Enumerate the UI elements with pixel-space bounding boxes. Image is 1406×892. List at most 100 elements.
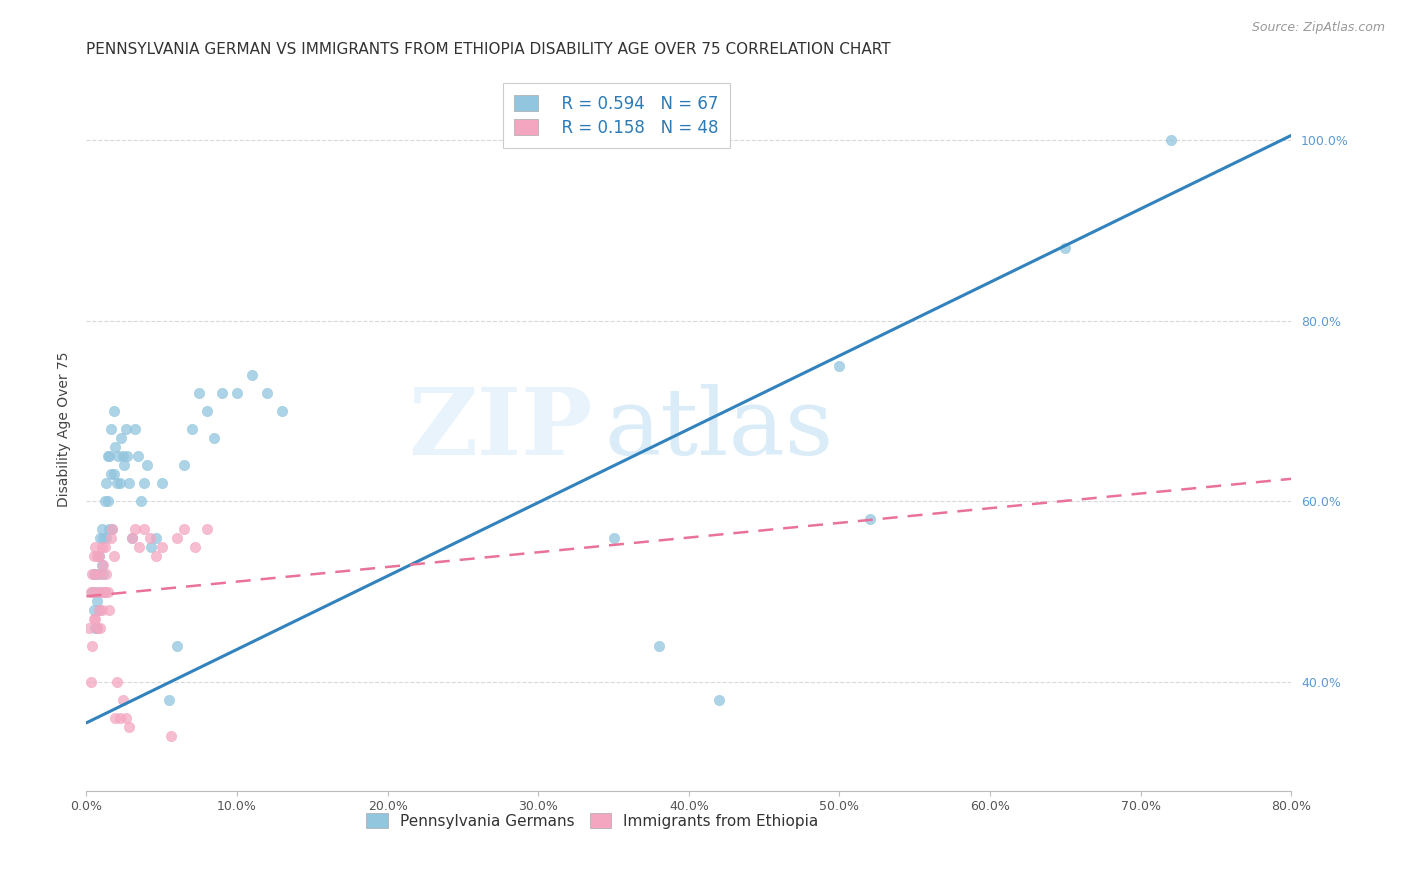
Point: [159, 730, 181, 744]
Point: [132, 476, 155, 491]
Point: [188, 386, 211, 401]
Point: [828, 359, 851, 373]
Point: [108, 711, 131, 725]
Point: [112, 458, 135, 473]
Point: [94, 566, 117, 581]
Point: [124, 522, 146, 536]
Point: [90, 540, 112, 554]
Point: [166, 639, 188, 653]
Point: [87, 549, 110, 563]
Point: [180, 422, 202, 436]
Point: [83, 566, 105, 581]
Point: [101, 522, 124, 536]
Point: [195, 404, 218, 418]
Point: [150, 476, 173, 491]
Point: [91, 566, 114, 581]
Point: [173, 522, 195, 536]
Point: [107, 449, 129, 463]
Point: [127, 449, 149, 463]
Point: [138, 531, 160, 545]
Point: [83, 603, 105, 617]
Point: [86, 566, 108, 581]
Point: [105, 675, 128, 690]
Text: PENNSYLVANIA GERMAN VS IMMIGRANTS FROM ETHIOPIA DISABILITY AGE OVER 75 CORRELATI: PENNSYLVANIA GERMAN VS IMMIGRANTS FROM E…: [86, 42, 891, 57]
Point: [108, 476, 131, 491]
Point: [104, 440, 127, 454]
Point: [110, 431, 132, 445]
Point: [129, 494, 152, 508]
Point: [80, 584, 103, 599]
Point: [271, 404, 294, 418]
Y-axis label: Disability Age Over 75: Disability Age Over 75: [58, 351, 72, 507]
Point: [111, 449, 134, 463]
Point: [103, 549, 125, 563]
Point: [93, 584, 115, 599]
Point: [100, 467, 122, 482]
Point: [94, 476, 117, 491]
Point: [93, 540, 115, 554]
Point: [204, 431, 226, 445]
Point: [86, 621, 108, 635]
Point: [115, 449, 138, 463]
Point: [90, 558, 112, 572]
Point: [111, 693, 134, 707]
Text: atlas: atlas: [605, 384, 834, 475]
Point: [83, 549, 105, 563]
Point: [141, 540, 163, 554]
Point: [89, 566, 111, 581]
Text: ZIP: ZIP: [408, 384, 592, 475]
Point: [166, 531, 188, 545]
Point: [145, 549, 167, 563]
Point: [226, 386, 249, 401]
Point: [121, 531, 143, 545]
Point: [1160, 133, 1182, 147]
Point: [103, 404, 125, 418]
Point: [211, 386, 233, 401]
Point: [173, 458, 195, 473]
Point: [98, 603, 121, 617]
Point: [103, 467, 125, 482]
Point: [135, 458, 157, 473]
Point: [86, 594, 108, 608]
Point: [858, 512, 880, 526]
Point: [91, 558, 114, 572]
Point: [707, 693, 730, 707]
Point: [80, 675, 103, 690]
Text: Source: ZipAtlas.com: Source: ZipAtlas.com: [1251, 21, 1385, 34]
Point: [256, 386, 278, 401]
Point: [90, 522, 112, 536]
Point: [195, 522, 218, 536]
Point: [91, 531, 114, 545]
Point: [83, 612, 105, 626]
Point: [104, 711, 127, 725]
Point: [124, 422, 146, 436]
Point: [93, 584, 115, 599]
Point: [83, 584, 105, 599]
Point: [84, 540, 107, 554]
Point: [117, 476, 139, 491]
Point: [96, 494, 118, 508]
Point: [184, 540, 207, 554]
Point: [96, 449, 118, 463]
Point: [100, 422, 122, 436]
Point: [86, 549, 108, 563]
Point: [150, 540, 173, 554]
Point: [84, 621, 107, 635]
Point: [84, 612, 107, 626]
Legend: Pennsylvania Germans, Immigrants from Ethiopia: Pennsylvania Germans, Immigrants from Et…: [360, 807, 825, 835]
Point: [94, 531, 117, 545]
Point: [91, 584, 114, 599]
Point: [240, 368, 263, 382]
Point: [84, 566, 107, 581]
Point: [132, 522, 155, 536]
Point: [105, 476, 128, 491]
Point: [89, 531, 111, 545]
Point: [82, 639, 104, 653]
Point: [1054, 241, 1077, 255]
Point: [93, 494, 115, 508]
Point: [89, 584, 111, 599]
Point: [87, 603, 110, 617]
Point: [157, 693, 180, 707]
Point: [98, 522, 121, 536]
Point: [121, 531, 143, 545]
